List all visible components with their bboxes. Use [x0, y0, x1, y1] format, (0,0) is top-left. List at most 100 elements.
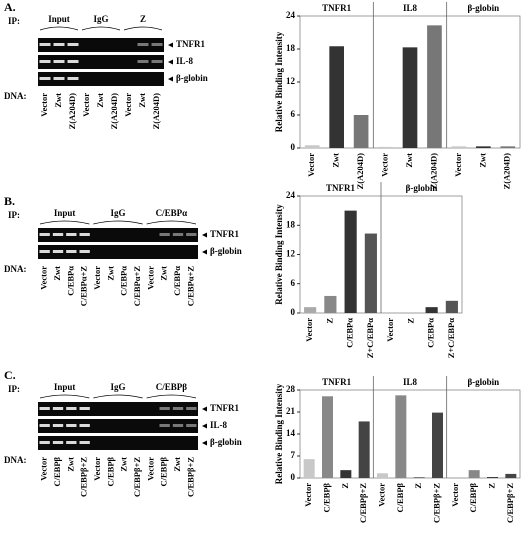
lane-label: Vector — [123, 93, 133, 117]
lane-label: Vector — [92, 266, 102, 290]
ip-group: C/EBPα — [156, 208, 188, 218]
ip-group: Input — [54, 208, 76, 218]
ip-group: IgG — [110, 208, 125, 218]
dna-label: DNA: — [4, 455, 27, 465]
y-tick-label: 18 — [286, 219, 296, 229]
arrow — [168, 42, 173, 48]
band — [66, 441, 77, 444]
bar — [322, 396, 333, 478]
group-label: TNFR1 — [322, 3, 351, 13]
bar — [304, 145, 320, 148]
bracket — [146, 220, 197, 225]
bar — [402, 47, 418, 148]
band — [79, 407, 90, 410]
x-tick-label: C/EBPβ+Z — [505, 483, 515, 523]
band — [159, 424, 170, 427]
x-tick-label: Vector — [304, 318, 314, 342]
lane-label: Zwt — [65, 457, 75, 472]
band — [52, 441, 64, 444]
y-tick-label: 0 — [291, 307, 296, 317]
band — [39, 407, 50, 410]
band — [186, 407, 197, 410]
bar — [353, 115, 369, 148]
ip-label: IP: — [8, 16, 20, 26]
lane-label: Zwt — [159, 266, 169, 281]
band — [186, 233, 197, 236]
bar — [505, 473, 517, 478]
band — [172, 407, 184, 410]
bar — [344, 210, 357, 313]
arrow — [168, 76, 173, 82]
bar — [304, 307, 317, 313]
bracket — [39, 394, 90, 399]
band — [39, 60, 51, 63]
bar — [451, 146, 467, 148]
lane-label: Zwt — [53, 93, 63, 108]
band-label: IL-8 — [210, 420, 228, 430]
group-label: TNFR1 — [326, 183, 355, 193]
y-tick-label: 12 — [286, 76, 296, 86]
y-tick-label: 14 — [286, 428, 296, 438]
x-tick-label: Vector — [385, 318, 395, 342]
x-tick-label: Z(A204D) — [502, 153, 512, 190]
ip-label: IP: — [8, 210, 20, 220]
band — [39, 424, 50, 427]
band — [39, 250, 50, 253]
lane-label: C/EBPβ — [52, 456, 62, 486]
bar — [487, 477, 498, 478]
band — [151, 43, 163, 46]
band — [159, 407, 170, 410]
bar — [432, 412, 443, 478]
group-label: TNFR1 — [322, 377, 351, 387]
band-label: β-globin — [176, 73, 208, 83]
band — [151, 60, 163, 63]
band — [137, 60, 149, 63]
ip-group: Input — [54, 382, 76, 392]
x-tick-label: C/EBPβ — [468, 482, 478, 512]
y-tick-label: 12 — [286, 249, 296, 259]
bar — [364, 233, 377, 313]
lane-label: Z(A204D) — [151, 93, 161, 130]
gel-row — [38, 436, 198, 450]
arrow — [202, 406, 207, 412]
x-tick-label: Vector — [376, 483, 386, 507]
x-tick-label: C/EBPα — [345, 318, 355, 348]
lane-label: C/EBPβ+Z — [185, 457, 195, 497]
band — [53, 60, 65, 63]
bar — [425, 307, 438, 313]
lane-label: Zwt — [172, 457, 182, 472]
band-label: β-globin — [210, 437, 242, 447]
band — [66, 407, 77, 410]
band — [52, 233, 64, 236]
panel-label: B. — [4, 194, 15, 208]
band — [79, 424, 90, 427]
x-tick-label: Z — [405, 318, 415, 324]
y-tick-label: 7 — [291, 450, 296, 460]
band — [53, 77, 65, 80]
x-tick-label: Z(A204D) — [355, 153, 365, 190]
lane-label: C/EBPα — [172, 266, 182, 296]
x-tick-label: Vector — [453, 153, 463, 177]
group-label: IL8 — [403, 377, 418, 387]
x-tick-label: Z — [486, 483, 496, 489]
bracket — [93, 220, 143, 225]
x-tick-label: C/EBPβ+Z — [431, 483, 441, 523]
arrow — [202, 249, 207, 255]
y-tick-label: 24 — [286, 10, 296, 20]
lane-label: Z(A204D) — [67, 93, 77, 130]
ip-group: Input — [48, 14, 70, 24]
x-tick-label: Vector — [450, 483, 460, 507]
x-tick-label: C/EBPβ — [395, 482, 405, 512]
x-tick-label: C/EBPβ — [321, 482, 331, 512]
x-tick-label: Vector — [306, 153, 316, 177]
band — [39, 43, 51, 46]
bar — [329, 46, 344, 148]
gel-row — [38, 245, 198, 259]
bar — [358, 421, 370, 478]
band — [159, 233, 170, 236]
y-tick-label: 28 — [286, 384, 296, 394]
bar — [324, 295, 337, 313]
y-axis-label: Relative Binding Intensity — [274, 31, 284, 132]
bracket — [93, 394, 143, 399]
